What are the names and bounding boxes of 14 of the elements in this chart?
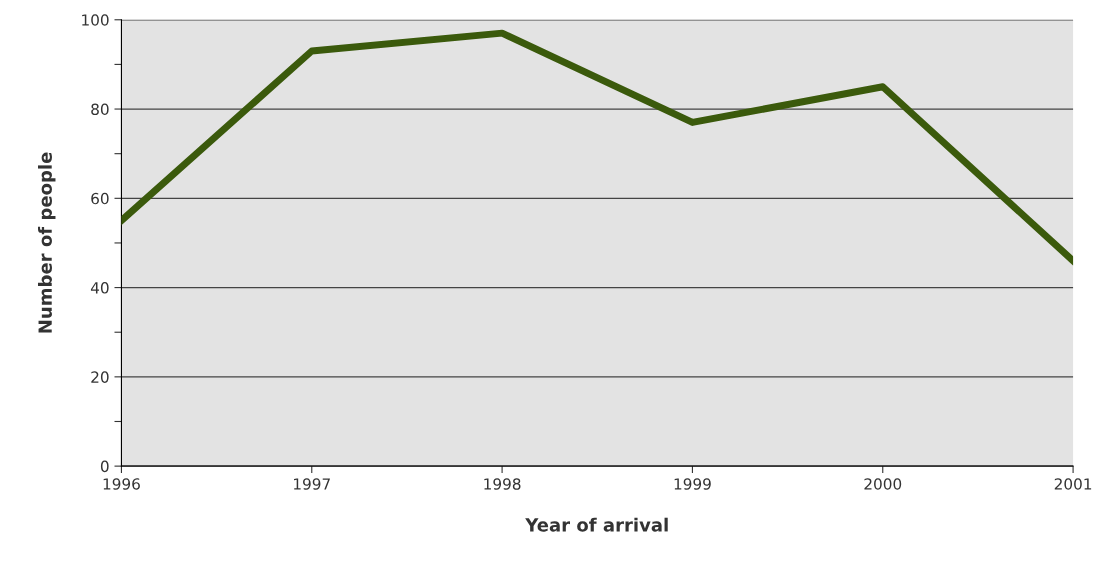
x-tick-label: 1998 xyxy=(484,478,521,490)
y-tick-label: 20 xyxy=(91,371,109,383)
y-tick-label: 0 xyxy=(100,460,109,473)
y-axis-title: Number of people xyxy=(38,152,56,333)
x-tick-label: 1997 xyxy=(294,478,330,490)
x-axis-title: Year of arrival xyxy=(525,517,668,532)
y-tick-label: 40 xyxy=(90,282,109,294)
x-tick-label: 1999 xyxy=(674,478,711,490)
x-tick-label: 2000 xyxy=(864,478,902,490)
y-tick-label: 80 xyxy=(91,103,109,116)
y-tick-label: 60 xyxy=(91,192,109,205)
y-tick-label: 100 xyxy=(82,14,109,26)
x-tick-label: 2001 xyxy=(1054,478,1092,490)
x-tick-label: 1996 xyxy=(103,478,140,490)
